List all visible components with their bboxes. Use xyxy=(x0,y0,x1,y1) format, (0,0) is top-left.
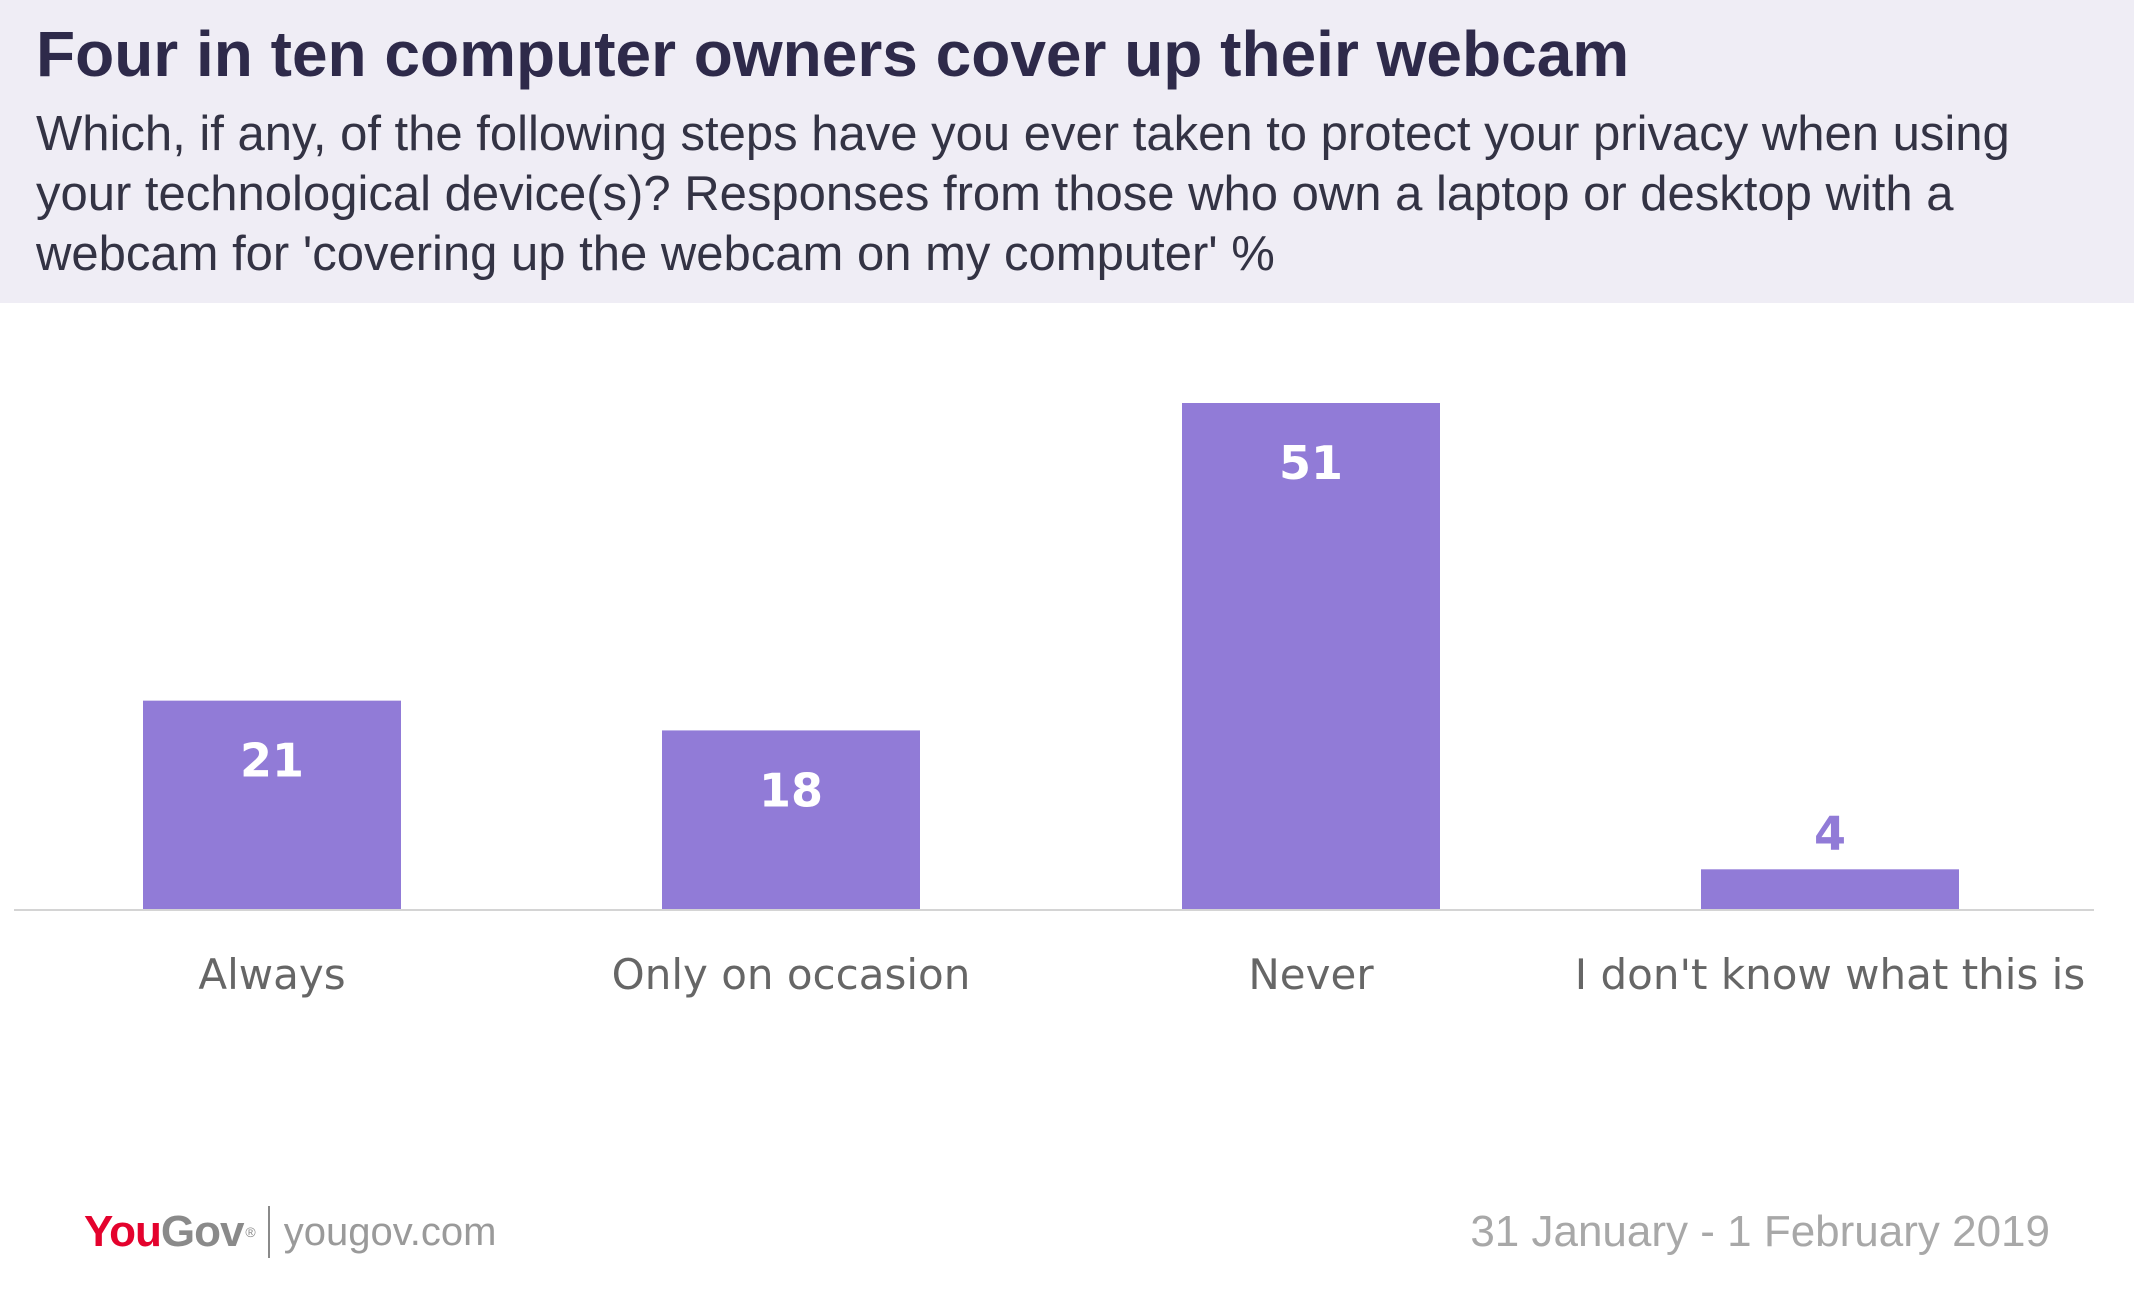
yougov-logo: You Gov ® yougov.com xyxy=(84,1202,496,1262)
bar-3 xyxy=(1182,403,1440,909)
header-band: Four in ten computer owners cover up the… xyxy=(0,0,2134,303)
chart-subtitle: Which, if any, of the following steps ha… xyxy=(36,107,2010,281)
chart-title: Four in ten computer owners cover up the… xyxy=(36,18,1630,90)
logo-gov-text: Gov xyxy=(160,1207,245,1256)
logo-registered-mark: ® xyxy=(245,1224,256,1240)
category-label-4: I don't know what this is xyxy=(1575,950,2085,999)
bar-1 xyxy=(143,700,401,909)
category-label-3: Never xyxy=(1248,950,1374,999)
bar-value-label-1: 21 xyxy=(240,734,304,788)
bar-4 xyxy=(1701,869,1959,909)
logo-you-text: You xyxy=(84,1207,162,1256)
category-label-2: Only on occasion xyxy=(612,950,971,999)
bar-value-label-4: 4 xyxy=(1814,806,1846,860)
bar-value-label-2: 18 xyxy=(759,763,823,817)
fieldwork-date: 31 January - 1 February 2019 xyxy=(1470,1207,2050,1256)
bar-value-label-3: 51 xyxy=(1279,436,1343,490)
yougov-url: yougov.com xyxy=(283,1209,497,1254)
logo-divider xyxy=(267,1206,270,1258)
bar-chart: 21 Always 18 Only on occasion 51 Never 4 I don'… xyxy=(14,403,2094,999)
bar-2 xyxy=(662,730,920,909)
category-label-1: Always xyxy=(198,950,345,999)
